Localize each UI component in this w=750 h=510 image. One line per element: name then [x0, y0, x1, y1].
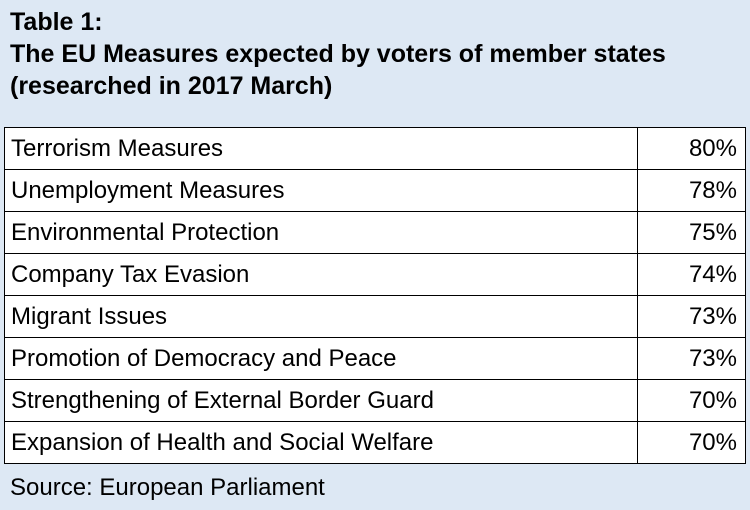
- measure-label: Strengthening of External Border Guard: [4, 379, 638, 422]
- measure-label: Expansion of Health and Social Welfare: [4, 421, 638, 464]
- measure-value: 80%: [637, 127, 746, 170]
- table-row: Migrant Issues 73%: [4, 295, 746, 338]
- measure-value: 73%: [637, 337, 746, 380]
- measure-label: Environmental Protection: [4, 211, 638, 254]
- measure-value: 75%: [637, 211, 746, 254]
- measure-value: 78%: [637, 169, 746, 212]
- measure-value: 70%: [637, 379, 746, 422]
- measure-label: Unemployment Measures: [4, 169, 638, 212]
- measure-label: Promotion of Democracy and Peace: [4, 337, 638, 380]
- table-heading: The EU Measures expected by voters of me…: [10, 40, 666, 68]
- measure-value: 73%: [637, 295, 746, 338]
- table-row: Unemployment Measures 78%: [4, 169, 746, 212]
- source-note: Source: European Parliament: [10, 474, 325, 501]
- table-row: Promotion of Democracy and Peace 73%: [4, 337, 746, 380]
- table-row: Company Tax Evasion 74%: [4, 253, 746, 296]
- measure-label: Terrorism Measures: [4, 127, 638, 170]
- table-subheading: (researched in 2017 March): [10, 72, 333, 100]
- table-title: Table 1: The EU Measures expected by vot…: [10, 6, 740, 102]
- table-row: Environmental Protection 75%: [4, 211, 746, 254]
- measures-table: Terrorism Measures 80% Unemployment Meas…: [4, 127, 746, 464]
- table-number: Table 1:: [10, 8, 103, 36]
- table-row: Terrorism Measures 80%: [4, 127, 746, 170]
- measure-value: 74%: [637, 253, 746, 296]
- table-row: Strengthening of External Border Guard 7…: [4, 379, 746, 422]
- table-row: Expansion of Health and Social Welfare 7…: [4, 421, 746, 464]
- measure-label: Company Tax Evasion: [4, 253, 638, 296]
- measure-value: 70%: [637, 421, 746, 464]
- measure-label: Migrant Issues: [4, 295, 638, 338]
